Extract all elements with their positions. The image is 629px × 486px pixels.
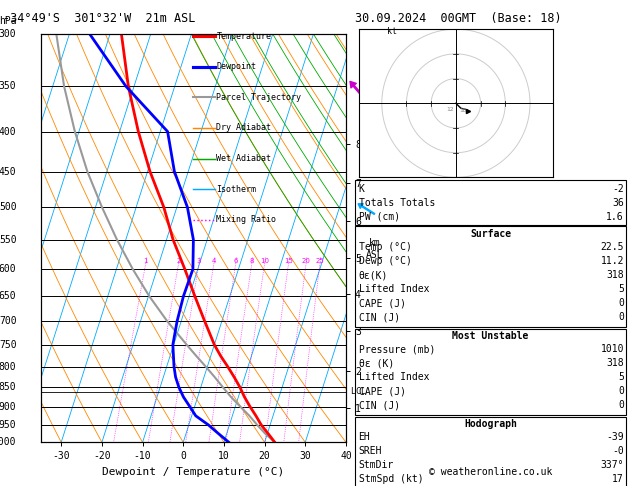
Text: 950: 950 — [0, 420, 16, 430]
Text: 5: 5 — [618, 284, 624, 295]
Text: 318: 318 — [606, 358, 624, 368]
Text: SREH: SREH — [359, 446, 382, 456]
Text: Pressure (mb): Pressure (mb) — [359, 344, 435, 354]
Y-axis label: km
ASL: km ASL — [366, 238, 384, 260]
X-axis label: Dewpoint / Temperature (°C): Dewpoint / Temperature (°C) — [103, 467, 284, 477]
Text: K: K — [359, 184, 364, 194]
Text: EH: EH — [359, 432, 370, 442]
Text: 0: 0 — [618, 386, 624, 397]
Text: Dewpoint: Dewpoint — [216, 62, 256, 71]
Text: 10: 10 — [260, 259, 269, 264]
Text: -34°49'S  301°32'W  21m ASL: -34°49'S 301°32'W 21m ASL — [3, 12, 196, 25]
Text: Parcel Trajectory: Parcel Trajectory — [216, 93, 301, 102]
Text: Mixing Ratio: Mixing Ratio — [216, 215, 276, 224]
Text: 550: 550 — [0, 235, 16, 244]
Text: 22.5: 22.5 — [601, 242, 624, 252]
Text: 12: 12 — [446, 107, 454, 112]
Text: 650: 650 — [0, 291, 16, 301]
Text: -39: -39 — [606, 432, 624, 442]
Text: 15: 15 — [284, 259, 293, 264]
Text: Temp (°C): Temp (°C) — [359, 242, 411, 252]
Text: kt: kt — [387, 27, 397, 36]
Text: 800: 800 — [0, 362, 16, 372]
Text: 20: 20 — [301, 259, 310, 264]
Text: 11.2: 11.2 — [601, 256, 624, 266]
Text: Isotherm: Isotherm — [216, 185, 256, 193]
Text: 2: 2 — [176, 259, 181, 264]
Text: Temperature: Temperature — [216, 32, 271, 40]
Text: StmDir: StmDir — [359, 460, 394, 470]
Text: PW (cm): PW (cm) — [359, 212, 399, 222]
Text: CAPE (J): CAPE (J) — [359, 386, 406, 397]
Text: 500: 500 — [0, 202, 16, 212]
Text: 17: 17 — [612, 474, 624, 485]
Text: Dewp (°C): Dewp (°C) — [359, 256, 411, 266]
Text: 400: 400 — [0, 126, 16, 137]
Text: StmSpd (kt): StmSpd (kt) — [359, 474, 423, 485]
Text: Lifted Index: Lifted Index — [359, 372, 429, 382]
Text: Most Unstable: Most Unstable — [452, 331, 529, 342]
Text: 4: 4 — [211, 259, 216, 264]
Text: LCL: LCL — [346, 387, 366, 397]
Text: 1.6: 1.6 — [606, 212, 624, 222]
Text: CAPE (J): CAPE (J) — [359, 298, 406, 309]
Text: 36: 36 — [612, 198, 624, 208]
Text: Wet Adiabat: Wet Adiabat — [216, 154, 271, 163]
Text: 850: 850 — [0, 382, 16, 392]
Text: Dry Adiabat: Dry Adiabat — [216, 123, 271, 132]
Text: 1: 1 — [143, 259, 148, 264]
Text: 5: 5 — [618, 372, 624, 382]
Text: 30.09.2024  00GMT  (Base: 18): 30.09.2024 00GMT (Base: 18) — [355, 12, 562, 25]
Text: 350: 350 — [0, 81, 16, 91]
Text: -2: -2 — [612, 184, 624, 194]
Text: -0: -0 — [612, 446, 624, 456]
Text: θε(K): θε(K) — [359, 270, 388, 280]
Text: θε (K): θε (K) — [359, 358, 394, 368]
Text: Surface: Surface — [470, 229, 511, 240]
Text: Hodograph: Hodograph — [464, 419, 517, 430]
Text: © weatheronline.co.uk: © weatheronline.co.uk — [429, 467, 552, 477]
Text: 8: 8 — [250, 259, 254, 264]
Text: 337°: 337° — [601, 460, 624, 470]
Text: Lifted Index: Lifted Index — [359, 284, 429, 295]
Text: 6: 6 — [233, 259, 238, 264]
Text: 318: 318 — [606, 270, 624, 280]
Text: 300: 300 — [0, 29, 16, 39]
Text: 450: 450 — [0, 167, 16, 176]
Text: 3: 3 — [196, 259, 201, 264]
Text: 0: 0 — [618, 298, 624, 309]
Text: 18: 18 — [460, 108, 467, 113]
Text: 25: 25 — [316, 259, 324, 264]
Text: 900: 900 — [0, 401, 16, 412]
Text: 0: 0 — [618, 400, 624, 411]
Text: Totals Totals: Totals Totals — [359, 198, 435, 208]
Text: CIN (J): CIN (J) — [359, 400, 399, 411]
Text: 0: 0 — [618, 312, 624, 323]
Text: 1000: 1000 — [0, 437, 16, 447]
Text: 750: 750 — [0, 340, 16, 350]
Text: 1010: 1010 — [601, 344, 624, 354]
Text: CIN (J): CIN (J) — [359, 312, 399, 323]
Text: hPa: hPa — [0, 16, 16, 26]
Text: 600: 600 — [0, 264, 16, 274]
Text: 700: 700 — [0, 316, 16, 326]
